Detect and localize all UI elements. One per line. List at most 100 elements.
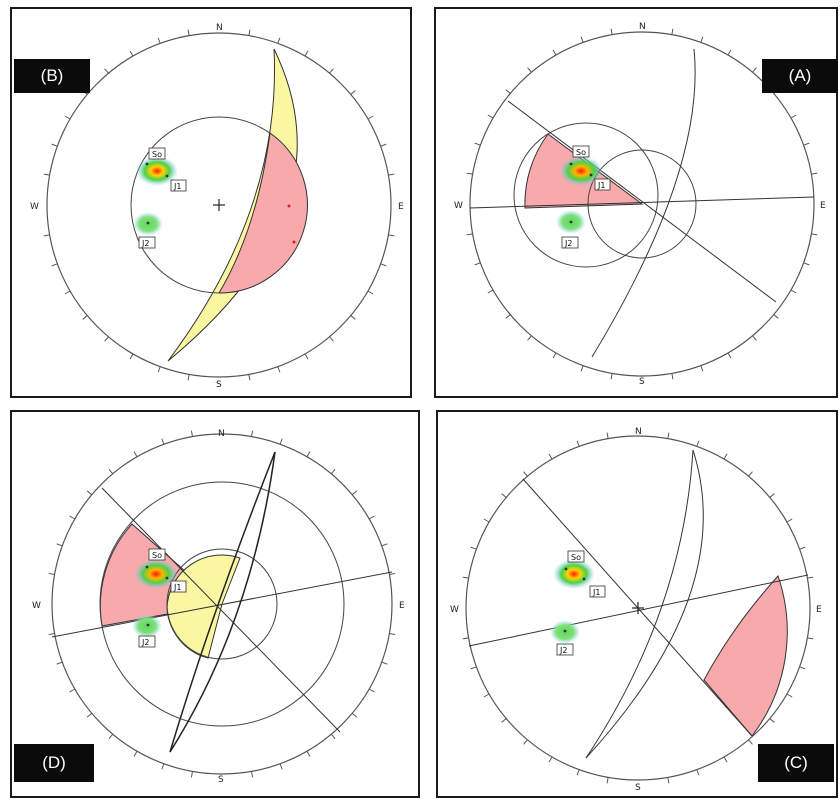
degree-tick <box>668 777 669 783</box>
pole-cluster-so-j1 <box>553 559 595 589</box>
compass-north: N <box>635 427 642 437</box>
label-so: So <box>576 148 586 157</box>
pole-point <box>146 566 149 569</box>
degree-tick <box>807 638 813 639</box>
pole-point <box>564 630 567 633</box>
degree-tick <box>381 264 387 266</box>
degree-tick <box>278 367 280 373</box>
label-so: So <box>571 553 581 562</box>
compass-south: S <box>216 380 222 390</box>
degree-tick <box>471 547 477 549</box>
degree-tick <box>249 374 250 380</box>
great-circle-ne-sw-2 <box>586 450 693 758</box>
label-j2: J2 <box>564 239 572 248</box>
degree-tick <box>65 116 70 119</box>
degree-tick <box>581 366 583 372</box>
degree-tick <box>467 173 473 174</box>
degree-tick <box>502 719 507 723</box>
compass-east: E <box>398 202 404 212</box>
degree-tick <box>549 454 552 459</box>
panel-a: So J1 J2 N S E W (A) <box>434 7 838 398</box>
degree-tick <box>749 472 753 477</box>
degree-tick <box>753 68 757 73</box>
degree-tick <box>65 291 70 294</box>
degree-tick <box>484 519 489 522</box>
degree-tick <box>389 634 395 635</box>
degree-tick <box>611 373 612 379</box>
panel-label-b: (B) <box>14 59 90 93</box>
degree-tick <box>330 337 334 342</box>
degree-tick <box>352 491 357 495</box>
degree-tick <box>804 263 810 265</box>
degree-tick <box>158 367 160 373</box>
degree-tick <box>252 431 253 437</box>
panel-b: So J1 J2 N S E W (B) <box>10 7 412 398</box>
great-circle-ew <box>470 197 814 208</box>
degree-tick <box>471 667 477 669</box>
label-j1: J1 <box>592 588 600 597</box>
degree-tick <box>524 740 528 745</box>
degree-tick <box>252 771 253 777</box>
pole-point <box>583 578 586 581</box>
degree-tick <box>807 577 813 578</box>
degree-tick <box>305 51 308 56</box>
degree-tick <box>87 491 92 495</box>
degree-tick <box>787 519 792 522</box>
compass-east: E <box>399 601 405 611</box>
degree-tick <box>70 516 75 519</box>
degree-tick <box>188 374 189 380</box>
compass-south: S <box>635 783 641 793</box>
panel-label-d: (D) <box>14 744 94 782</box>
degree-tick <box>611 29 612 35</box>
degree-tick <box>331 469 335 474</box>
degree-tick <box>368 116 373 119</box>
label-j2: J2 <box>141 239 149 248</box>
degree-tick <box>475 263 481 265</box>
label-j2: J2 <box>559 646 567 655</box>
degree-tick <box>804 143 810 145</box>
compass-east: E <box>820 201 826 211</box>
degree-tick <box>307 452 310 457</box>
degree-tick <box>502 494 507 498</box>
intersection-point <box>288 205 291 208</box>
degree-tick <box>800 667 806 669</box>
compass-west: W <box>454 201 463 211</box>
degree-tick <box>463 577 469 578</box>
degree-tick <box>351 316 356 320</box>
degree-tick <box>697 441 699 447</box>
pole-point <box>147 222 150 225</box>
degree-tick <box>701 37 703 43</box>
degree-tick <box>724 757 727 762</box>
degree-tick <box>280 764 282 770</box>
degree-tick <box>57 544 63 546</box>
degree-tick <box>109 469 113 474</box>
compass-east: E <box>816 605 822 615</box>
degree-tick <box>728 50 731 55</box>
pole-point <box>590 174 593 177</box>
degree-tick <box>331 734 335 739</box>
degree-tick <box>791 115 796 118</box>
degree-tick <box>307 751 310 756</box>
degree-tick <box>382 544 388 546</box>
pole-point <box>146 163 149 166</box>
pole-cluster-j2 <box>132 614 162 638</box>
panel-c: So J1 J2 N S E W (C) <box>436 410 838 798</box>
degree-tick <box>278 38 280 44</box>
degree-tick <box>553 353 556 358</box>
degree-tick <box>330 69 334 74</box>
degree-tick <box>724 454 727 459</box>
label-so: So <box>152 150 162 159</box>
degree-tick <box>581 37 583 43</box>
degree-tick <box>506 315 511 319</box>
degree-tick <box>577 770 579 776</box>
degree-tick <box>158 38 160 44</box>
degree-tick <box>134 751 137 756</box>
degree-tick <box>280 439 282 445</box>
panel-d: So J1 J2 N S E W (D) <box>10 410 420 798</box>
degree-tick <box>130 354 133 359</box>
pole-point <box>147 624 150 627</box>
degree-tick <box>770 494 775 498</box>
degree-tick <box>463 638 469 639</box>
label-j1: J1 <box>173 182 181 191</box>
degree-tick <box>549 757 552 762</box>
